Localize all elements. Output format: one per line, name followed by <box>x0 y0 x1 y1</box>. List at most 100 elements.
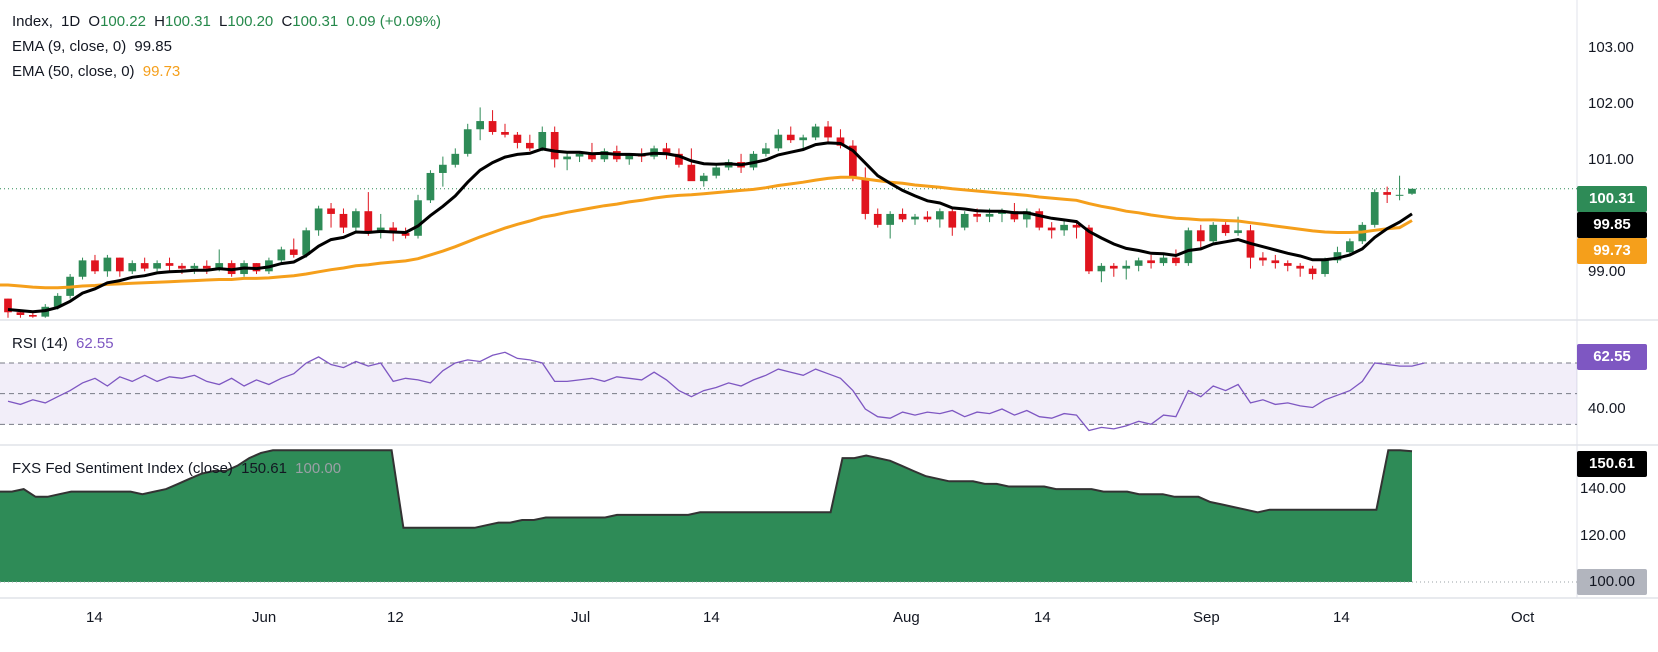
candle-body <box>140 263 149 269</box>
candle-body <box>911 216 919 220</box>
fxs-area <box>0 450 1412 582</box>
candle-body <box>525 142 534 149</box>
candle-body <box>786 134 795 141</box>
candle-body <box>1184 230 1193 264</box>
candle-body <box>1147 260 1155 264</box>
rsi-value: 62.55 <box>76 335 114 352</box>
candle-body <box>339 213 348 228</box>
legend-interval: 1D <box>61 13 81 30</box>
legend-change: 0.09 (+0.09%) <box>346 13 442 30</box>
ema9-legend: EMA (9, close, 0) 99.85 <box>12 38 176 55</box>
rsi-tick: 40.00 <box>1588 400 1626 417</box>
fxs-pane[interactable] <box>0 449 1577 583</box>
candle-body <box>128 263 137 272</box>
time-tick: Oct <box>1511 609 1535 626</box>
ema50-line <box>0 175 1413 290</box>
legend-l-label: L <box>219 13 228 30</box>
last-price-tag: 100.31 <box>1577 186 1647 212</box>
legend-open: 100.22 <box>100 13 146 30</box>
candle-body <box>1221 224 1230 234</box>
candle-body <box>563 156 571 160</box>
ema50-tag: 99.73 <box>1577 238 1647 264</box>
fxs-legend: FXS Fed Sentiment Index (close) 150.61 1… <box>12 460 345 477</box>
candle-body <box>501 131 509 135</box>
candle-body <box>1283 263 1292 266</box>
rsi-pane[interactable] <box>0 351 1577 432</box>
candle-body <box>886 213 895 225</box>
candle-body <box>1196 230 1205 242</box>
price-pane[interactable] <box>0 107 1577 318</box>
candle-body <box>78 260 87 277</box>
legend-h-label: H <box>154 13 165 30</box>
candle-body <box>1122 265 1131 269</box>
rsi-tag: 62.55 <box>1577 344 1647 370</box>
candle-body <box>364 211 373 234</box>
fxs-line <box>0 449 1413 529</box>
time-tick: 14 <box>1034 609 1051 626</box>
candle-body <box>1172 257 1180 264</box>
candle-body <box>178 265 186 269</box>
candle-body <box>662 148 671 154</box>
candle-body <box>762 148 770 154</box>
candle-body <box>1408 188 1416 194</box>
time-tick: 14 <box>1333 609 1350 626</box>
candle-body <box>414 200 422 236</box>
time-tick: 12 <box>387 609 404 626</box>
candle-body <box>1296 265 1305 269</box>
fxs-base-tag: 100.00 <box>1577 569 1647 595</box>
candle-body <box>190 265 199 269</box>
candle-body <box>625 153 634 160</box>
legend-o-label: O <box>88 13 101 30</box>
price-tick: 101.00 <box>1588 151 1634 168</box>
candle-body <box>16 312 25 315</box>
price-tick: 99.00 <box>1588 263 1626 280</box>
candle-body <box>712 167 721 176</box>
candle-body <box>588 153 596 160</box>
candle-body <box>327 208 335 214</box>
candle-body <box>215 263 224 269</box>
fxs-tick: 140.00 <box>1580 480 1626 497</box>
candle-body <box>575 153 584 157</box>
candle-body <box>1209 224 1218 242</box>
time-tick: Aug <box>893 609 920 626</box>
fxs-tag: 150.61 <box>1577 451 1647 477</box>
candle-body <box>687 164 696 182</box>
candle-body <box>1097 265 1106 272</box>
candle-body <box>4 298 12 313</box>
candle-body <box>973 213 981 217</box>
candle-body <box>1395 194 1404 196</box>
candle-body <box>849 145 857 179</box>
candle-body <box>426 172 435 201</box>
candle-body <box>513 134 522 143</box>
candle-body <box>699 175 708 182</box>
candle-body <box>538 131 547 149</box>
candle-body <box>873 213 882 225</box>
candle-body <box>463 129 472 154</box>
legend-close: 100.31 <box>292 13 339 30</box>
candle-body <box>202 265 211 269</box>
candle-body <box>774 134 783 149</box>
candle-body <box>1085 227 1093 272</box>
candle-body <box>1022 211 1031 220</box>
candle-body <box>165 263 174 266</box>
candle-body <box>439 164 447 173</box>
rsi-line <box>7 351 1425 432</box>
candle-body <box>289 249 298 255</box>
ema9-label: EMA (9, close, 0) <box>12 38 127 55</box>
candle-body <box>153 263 161 269</box>
candle-body <box>1010 211 1019 220</box>
candle-body <box>389 227 398 234</box>
candle-body <box>898 213 907 220</box>
candle-body <box>675 153 683 165</box>
candle-body <box>600 151 609 160</box>
candle-body <box>1346 241 1354 253</box>
candle-body <box>1109 265 1118 269</box>
candle-body <box>1234 230 1242 234</box>
candle-body <box>1370 192 1379 225</box>
ema50-value: 99.73 <box>142 63 181 80</box>
candle-body <box>1060 224 1068 231</box>
ema9-value: 99.85 <box>134 38 172 55</box>
candle-body <box>836 137 845 146</box>
